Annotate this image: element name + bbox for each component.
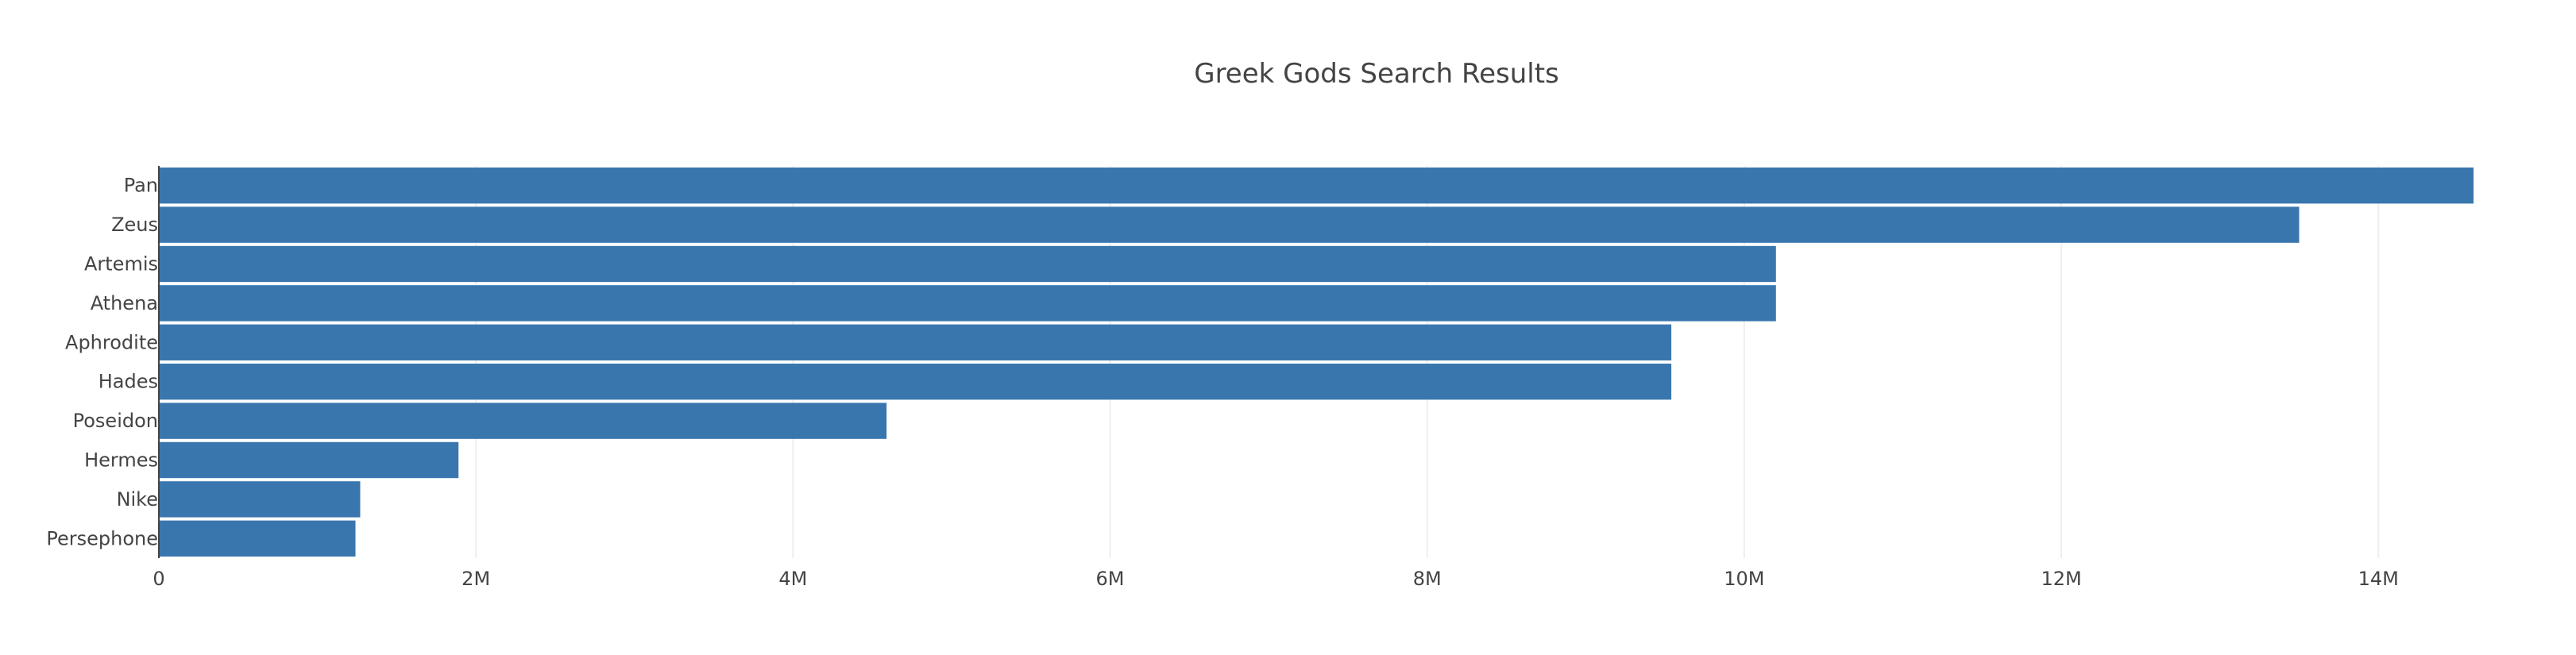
y-tick-label-pan: Pan <box>124 175 158 197</box>
y-tick-label-hades: Hades <box>98 371 158 393</box>
y-tick-label-hermes: Hermes <box>84 449 158 472</box>
bar-nike <box>159 481 361 518</box>
bar-aphrodite <box>159 324 1672 360</box>
y-tick-labels: Pan Zeus Artemis Athena Aphrodite Hades Poseid… <box>46 175 158 550</box>
y-tick-label-nike: Nike <box>117 488 158 511</box>
x-tick-label: 14M <box>2358 568 2399 590</box>
bar-hermes <box>159 441 459 479</box>
y-tick-label-zeus: Zeus <box>111 214 158 236</box>
bar-hades <box>159 364 1672 400</box>
y-tick-label-poseidon: Poseidon <box>73 410 158 432</box>
y-tick-label-aphrodite: Aphrodite <box>65 331 158 353</box>
bar-athena <box>159 285 1776 322</box>
x-tick-labels: 0 2M 4M 6M 8M 10M 12M 14M <box>153 568 2399 590</box>
x-tick-label: 0 <box>153 568 164 590</box>
y-tick-label-persephone: Persephone <box>46 527 158 549</box>
x-tick-label: 6M <box>1096 568 1125 590</box>
chart-title: Greek Gods Search Results <box>1194 58 1559 90</box>
y-tick-label-athena: Athena <box>91 292 158 314</box>
x-tick-label: 12M <box>2041 568 2081 590</box>
x-tick-label: 10M <box>1724 568 1764 590</box>
bar-poseidon <box>159 403 887 439</box>
x-tick-label: 2M <box>462 568 490 590</box>
y-tick-label-artemis: Artemis <box>84 253 158 275</box>
bar-persephone <box>159 520 356 557</box>
bar-pan <box>159 168 2474 204</box>
bar-zeus <box>159 206 2300 243</box>
x-tick-label: 8M <box>1413 568 1442 590</box>
bar-artemis <box>159 245 1776 283</box>
bars <box>159 168 2474 557</box>
x-tick-label: 4M <box>778 568 807 590</box>
